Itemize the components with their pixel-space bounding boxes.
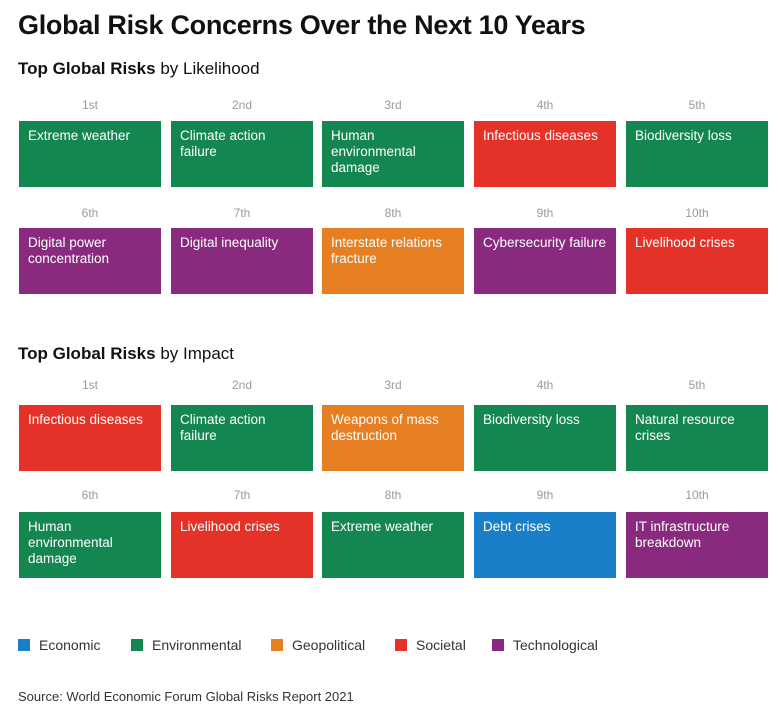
legend-item-economic: Economic bbox=[18, 636, 100, 654]
impact-risk-label: IT infrastructure breakdown bbox=[635, 519, 730, 550]
legend-item-technological: Technological bbox=[492, 636, 598, 654]
likelihood-rank-label: 7th bbox=[233, 206, 251, 220]
impact-risk-tile: Biodiversity loss bbox=[474, 405, 616, 471]
impact-risk-tile: Debt crises bbox=[474, 512, 616, 578]
impact-rank-label: 1st bbox=[81, 378, 98, 392]
likelihood-risk-tile: Climate action failure bbox=[171, 121, 313, 187]
likelihood-rank-label: 2nd bbox=[231, 98, 253, 112]
impact-risk-tile: Natural resource crises bbox=[626, 405, 768, 471]
likelihood-rank-label: 6th bbox=[81, 206, 99, 220]
impact-risk-label: Livelihood crises bbox=[180, 519, 280, 534]
impact-risk-label: Biodiversity loss bbox=[483, 412, 580, 427]
legend-item-geopolitical: Geopolitical bbox=[271, 636, 365, 654]
source-note: Source: World Economic Forum Global Risk… bbox=[18, 689, 354, 704]
legend-swatch-geopolitical bbox=[271, 639, 283, 651]
legend-swatch-environmental bbox=[131, 639, 143, 651]
impact-risk-label: Weapons of mass destruction bbox=[331, 412, 439, 443]
impact-risk-tile: Climate action failure bbox=[171, 405, 313, 471]
likelihood-title-rest: by Likelihood bbox=[155, 59, 260, 78]
impact-risk-tile: Weapons of mass destruction bbox=[322, 405, 464, 471]
likelihood-risk-tile: Livelihood crises bbox=[626, 228, 768, 294]
impact-rank-label: 9th bbox=[536, 488, 554, 502]
impact-risk-label: Infectious diseases bbox=[28, 412, 143, 427]
legend: Economic Environmental Geopolitical Soci… bbox=[18, 636, 758, 654]
impact-rank-label: 6th bbox=[81, 488, 99, 502]
likelihood-title-bold: Top Global Risks bbox=[18, 59, 156, 78]
impact-risk-tile: Livelihood crises bbox=[171, 512, 313, 578]
legend-label-geopolitical: Geopolitical bbox=[292, 637, 366, 653]
impact-rank-label: 5th bbox=[688, 378, 706, 392]
likelihood-rank-label: 10th bbox=[685, 206, 709, 220]
legend-swatch-societal bbox=[395, 639, 407, 651]
impact-risk-label: Extreme weather bbox=[331, 519, 434, 534]
likelihood-risk-tile: Digital power concentration bbox=[19, 228, 161, 294]
impact-risk-tile: Extreme weather bbox=[322, 512, 464, 578]
likelihood-rank-label: 9th bbox=[536, 206, 554, 220]
impact-risk-tile: Infectious diseases bbox=[19, 405, 161, 471]
likelihood-risk-tile: Extreme weather bbox=[19, 121, 161, 187]
likelihood-rank-label: 3rd bbox=[384, 98, 402, 112]
impact-risk-label: Human environmental damage bbox=[28, 519, 113, 566]
likelihood-rank-label: 5th bbox=[688, 98, 706, 112]
impact-risk-label: Climate action failure bbox=[180, 412, 266, 443]
legend-label-societal: Societal bbox=[416, 637, 466, 653]
likelihood-risk-tile: Digital inequality bbox=[171, 228, 313, 294]
likelihood-risk-label: Digital power concentration bbox=[28, 235, 110, 266]
likelihood-risk-tile: Cybersecurity failure bbox=[474, 228, 616, 294]
likelihood-risk-label: Cybersecurity failure bbox=[483, 235, 607, 250]
impact-section-title: Top Global Risks by Impact bbox=[18, 344, 234, 364]
chart-title: Global Risk Concerns Over the Next 10 Ye… bbox=[18, 10, 586, 40]
impact-rank-label: 2nd bbox=[231, 378, 253, 392]
legend-label-environmental: Environmental bbox=[152, 637, 242, 653]
legend-label-technological: Technological bbox=[513, 637, 598, 653]
legend-swatch-technological bbox=[492, 639, 504, 651]
likelihood-risk-tile: Human environmental damage bbox=[322, 121, 464, 187]
likelihood-rank-label: 4th bbox=[536, 98, 554, 112]
impact-rank-label: 4th bbox=[536, 378, 554, 392]
likelihood-risk-tile: Biodiversity loss bbox=[626, 121, 768, 187]
likelihood-risk-label: Human environmental damage bbox=[331, 128, 416, 175]
legend-item-environmental: Environmental bbox=[131, 636, 242, 654]
likelihood-risk-label: Extreme weather bbox=[28, 128, 131, 143]
impact-risk-tile: IT infrastructure breakdown bbox=[626, 512, 768, 578]
likelihood-risk-label: Biodiversity loss bbox=[635, 128, 732, 143]
likelihood-rank-label: 1st bbox=[81, 98, 98, 112]
legend-swatch-economic bbox=[18, 639, 30, 651]
impact-rank-label: 8th bbox=[384, 488, 402, 502]
impact-rank-label: 10th bbox=[685, 488, 709, 502]
likelihood-risk-tile: Infectious diseases bbox=[474, 121, 616, 187]
impact-risk-label: Debt crises bbox=[483, 519, 551, 534]
likelihood-risk-label: Climate action failure bbox=[180, 128, 266, 159]
likelihood-rank-label: 8th bbox=[384, 206, 402, 220]
impact-rank-label: 3rd bbox=[384, 378, 402, 392]
likelihood-risk-label: Infectious diseases bbox=[483, 128, 598, 143]
impact-risk-label: Natural resource crises bbox=[635, 412, 735, 443]
likelihood-section-title: Top Global Risks by Likelihood bbox=[18, 59, 260, 79]
impact-title-rest: by Impact bbox=[155, 344, 235, 363]
legend-item-societal: Societal bbox=[395, 636, 466, 654]
likelihood-risk-tile: Interstate relations fracture bbox=[322, 228, 464, 294]
impact-risk-tile: Human environmental damage bbox=[19, 512, 161, 578]
likelihood-risk-label: Interstate relations fracture bbox=[331, 235, 443, 266]
impact-title-bold: Top Global Risks bbox=[18, 344, 156, 363]
likelihood-risk-label: Livelihood crises bbox=[635, 235, 735, 250]
likelihood-risk-label: Digital inequality bbox=[180, 235, 279, 250]
impact-rank-label: 7th bbox=[233, 488, 251, 502]
legend-label-economic: Economic bbox=[39, 637, 101, 653]
